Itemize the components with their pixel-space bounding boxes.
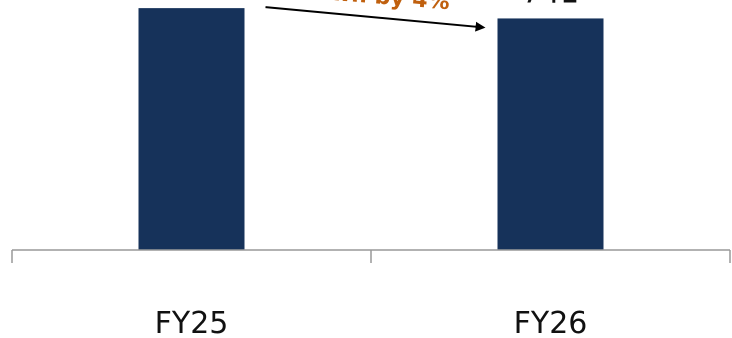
data-label-fy26: 741: [522, 0, 579, 10]
bars-layer: [138, 8, 604, 250]
annotation-arrow: [265, 6, 486, 32]
bar-fy25: [138, 8, 245, 250]
category-label-fy25: FY25: [155, 306, 229, 338]
category-labels-layer: FY25 FY26: [155, 306, 588, 338]
value-labels-layer: 774741: [163, 0, 579, 10]
x-axis-ticks: [11, 250, 731, 263]
category-label-fy26: FY26: [514, 306, 588, 338]
bar-fy26: [497, 18, 604, 250]
